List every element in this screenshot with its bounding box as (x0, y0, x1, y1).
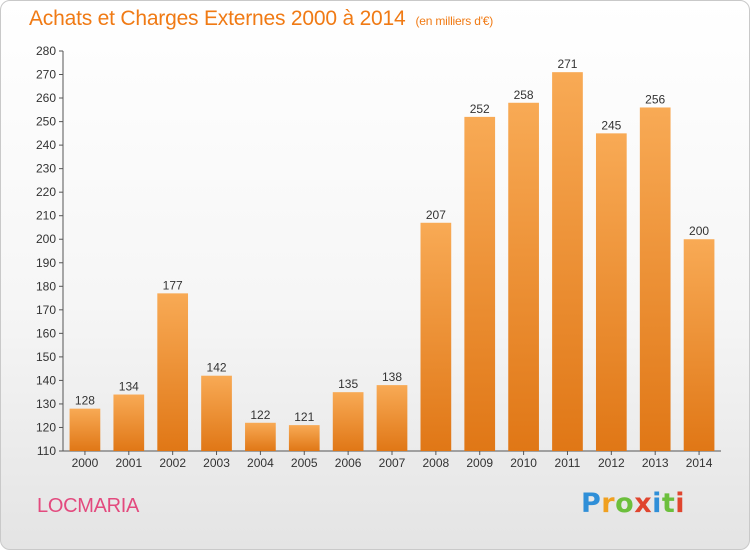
value-label-2013: 256 (645, 92, 665, 106)
y-tick-label: 220 (36, 185, 56, 199)
y-tick-label: 120 (36, 420, 56, 434)
y-tick-label: 240 (36, 138, 56, 152)
x-tick-label-2000: 2000 (72, 456, 99, 470)
value-label-2010: 258 (514, 88, 534, 102)
title-text: Achats et Charges Externes 2000 à 2014 (29, 7, 406, 30)
bar-2001 (113, 394, 145, 451)
x-tick-label-2014: 2014 (686, 456, 713, 470)
bar-2002 (157, 293, 189, 451)
bar-2003 (201, 375, 232, 451)
logo-letter: i (652, 488, 662, 519)
y-tick-label: 130 (36, 397, 56, 411)
bar-2013 (639, 107, 671, 452)
bar-2009 (464, 116, 496, 451)
value-label-2004: 122 (250, 408, 270, 422)
bar-2005 (288, 425, 320, 451)
y-tick-label: 140 (36, 373, 56, 387)
proxiti-logo: Proxiti (581, 488, 685, 519)
logo-letter: i (675, 488, 686, 519)
bar-2006 (332, 392, 364, 451)
y-tick-label: 190 (36, 256, 56, 270)
bar-2011 (552, 72, 583, 452)
value-label-2006: 135 (338, 377, 358, 391)
value-label-2008: 207 (426, 208, 446, 222)
y-tick-label: 250 (36, 115, 56, 129)
bars (69, 72, 715, 452)
y-tick-label: 200 (36, 232, 56, 246)
x-tick-label-2005: 2005 (291, 456, 318, 470)
y-tick-label: 110 (37, 444, 56, 458)
value-label-2014: 200 (689, 224, 709, 238)
chart-title: Achats et Charges Externes 2000 à 2014 (e… (29, 7, 493, 31)
x-tick-label-2006: 2006 (335, 456, 362, 470)
x-tick-label-2002: 2002 (159, 456, 186, 470)
x-tick-label-2003: 2003 (203, 456, 230, 470)
logo-letter: t (661, 488, 676, 519)
y-tick-label: 210 (36, 209, 56, 223)
x-tick-label-2008: 2008 (423, 456, 450, 470)
x-tick-label-2012: 2012 (598, 456, 625, 470)
bar-2010 (508, 102, 539, 451)
x-tick-label-2004: 2004 (247, 456, 274, 470)
bar-2004 (245, 422, 276, 451)
x-tick-label-2009: 2009 (466, 456, 493, 470)
value-label-2009: 252 (470, 102, 490, 116)
bar-2007 (376, 385, 408, 451)
logo-letter: o (615, 488, 635, 519)
value-label-2003: 142 (207, 361, 227, 375)
bar-2008 (420, 222, 452, 451)
commune-name: LOCMARIA (37, 495, 140, 517)
x-tick-label-2010: 2010 (510, 456, 537, 470)
y-tick-label: 160 (36, 326, 56, 340)
value-label-2000: 128 (75, 394, 95, 408)
value-label-2002: 177 (163, 278, 183, 292)
y-tick-label: 150 (36, 350, 56, 364)
value-label-2001: 134 (119, 380, 139, 394)
bar-2014 (683, 239, 715, 451)
y-tick-label: 180 (36, 279, 56, 293)
x-tick-label-2011: 2011 (555, 456, 581, 470)
x-tick-label-2001: 2001 (115, 456, 142, 470)
value-label-2007: 138 (382, 370, 402, 384)
bar-chart: 110 120 130 140 150 160 170 180 190 200 210 220 230 2… (36, 44, 721, 470)
value-label-2012: 245 (601, 118, 621, 132)
y-tick-label: 280 (36, 44, 56, 58)
chart-subtitle: (en milliers d'€) (415, 14, 494, 28)
value-labels: 128 134 177 142 122 121 135 138 207 252 258 271 245 2… (75, 57, 709, 424)
x-tick-label-2007: 2007 (379, 456, 406, 470)
logo-letter: r (601, 488, 616, 519)
value-label-2005: 121 (294, 410, 314, 424)
bar-2012 (595, 133, 627, 451)
x-tick-label-2013: 2013 (642, 456, 669, 470)
logo-letter: x (634, 488, 653, 519)
bar-2000 (69, 408, 101, 451)
value-label-2011: 271 (557, 57, 577, 71)
y-tick-label: 260 (36, 91, 56, 105)
y-tick-label: 170 (36, 303, 56, 317)
y-tick-label: 270 (36, 68, 56, 82)
y-tick-label: 230 (36, 162, 56, 176)
logo-letter: P (581, 488, 602, 519)
